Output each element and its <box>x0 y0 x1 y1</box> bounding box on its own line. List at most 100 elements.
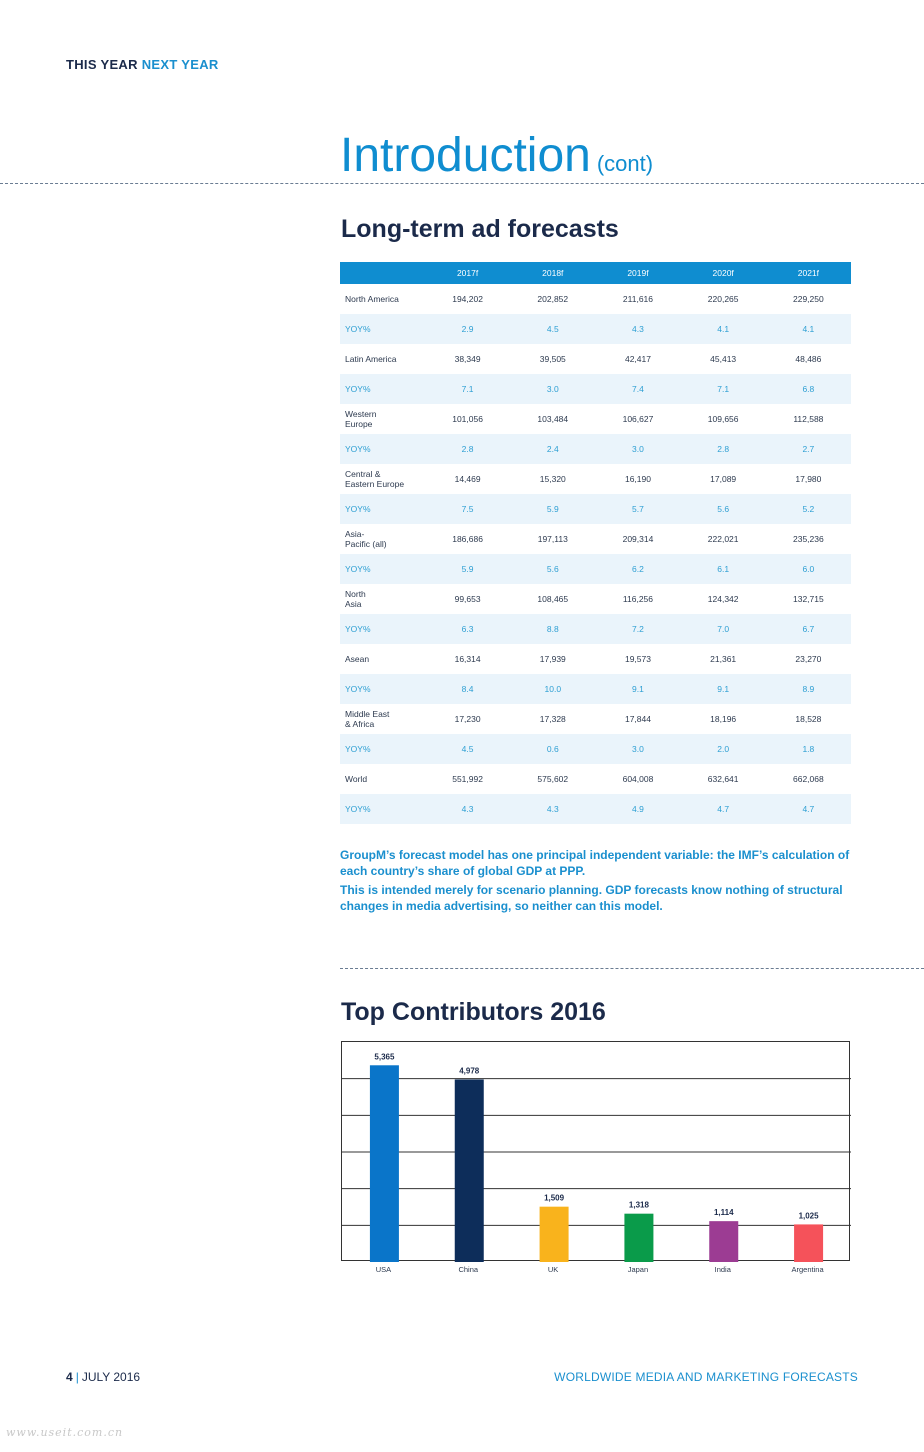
yoy-cell: 4.3 <box>510 794 596 824</box>
region-label-line: Eastern Europe <box>345 479 405 489</box>
table-row-yoy: YOY% 7.5 5.9 5.7 5.6 5.2 <box>340 494 851 524</box>
page-title-cont: (cont) <box>596 151 654 176</box>
yoy-cell: 6.8 <box>765 374 851 404</box>
region-label: Asean <box>340 644 425 674</box>
value-cell: 235,236 <box>793 534 824 544</box>
table-row-yoy: YOY% 6.3 8.8 7.2 7.0 6.7 <box>340 614 851 644</box>
value-cell: 575,602 <box>537 774 569 784</box>
yoy-cell: 7.2 <box>595 614 681 644</box>
yoy-cell: 9.1 <box>680 674 766 704</box>
value-cell: 16,190 <box>624 474 651 484</box>
table-row: World 551,992 575,602 604,008 632,641 662,068 <box>340 764 851 794</box>
table-row: Middle East & Africa 17,230 17,328 17,844 18,… <box>340 704 851 734</box>
yoy-cell: 4.5 <box>510 314 596 344</box>
region-label: Asia- Pacific (all) <box>340 524 425 554</box>
forecast-section-title: Long-term ad forecasts <box>341 215 619 243</box>
yoy-cell: 2.7 <box>765 434 851 464</box>
value-cell: 103,484 <box>537 414 569 424</box>
header-region <box>340 262 425 284</box>
value-cell: 220,265 <box>707 294 739 304</box>
value-cell: 17,939 <box>539 654 566 664</box>
region-label-line: Pacific (all) <box>345 539 387 549</box>
value-cell: 202,852 <box>537 294 569 304</box>
table-row-yoy: YOY% 5.9 5.6 6.2 6.1 6.0 <box>340 554 851 584</box>
forecast-header-row: 2017f 2018f 2019f 2020f 2021f <box>340 262 851 284</box>
header-year: 2018f <box>510 262 596 284</box>
yoy-label: YOY% <box>340 614 425 644</box>
yoy-cell: 2.8 <box>680 434 766 464</box>
table-row-yoy: YOY% 4.5 0.6 3.0 2.0 1.8 <box>340 734 851 764</box>
yoy-cell: 2.9 <box>425 314 511 344</box>
bar-value-label: 1,025 <box>799 1211 820 1220</box>
yoy-label: YOY% <box>340 794 425 824</box>
yoy-label: YOY% <box>340 554 425 584</box>
value-cell: 211,616 <box>622 294 654 304</box>
region-label-line: Western <box>345 409 377 419</box>
bar-value-label: 5,365 <box>374 1052 395 1061</box>
yoy-cell: 6.0 <box>765 554 851 584</box>
yoy-cell: 8.4 <box>425 674 511 704</box>
masthead-next-year: NEXT YEAR <box>141 57 219 72</box>
region-label: Central & Eastern Europe <box>340 464 425 494</box>
bar-usa <box>369 1065 399 1262</box>
masthead: THIS YEAR NEXT YEAR <box>66 57 219 72</box>
region-label-line: World <box>345 774 368 784</box>
x-tick-label: UK <box>547 1265 559 1274</box>
region-label: North Asia <box>340 584 425 614</box>
yoy-cell: 2.0 <box>680 734 766 764</box>
footer-page-info: 4 | JULY 2016 <box>66 1370 140 1384</box>
yoy-label: YOY% <box>340 674 425 704</box>
yoy-cell: 3.0 <box>595 734 681 764</box>
yoy-cell: 3.0 <box>595 434 681 464</box>
yoy-cell: 4.1 <box>765 314 851 344</box>
header-year: 2021f <box>765 262 851 284</box>
chart-x-labels: USA China UK Japan India Argentina <box>341 1265 850 1279</box>
yoy-cell: 6.1 <box>680 554 766 584</box>
x-tick-label: Argentina <box>791 1265 824 1274</box>
value-cell: 229,250 <box>793 294 824 304</box>
yoy-cell: 5.7 <box>595 494 681 524</box>
value-cell: 21,361 <box>710 654 737 664</box>
table-row: Central & Eastern Europe 14,469 15,320 16,19… <box>340 464 851 494</box>
page-title: Introduction (cont) <box>340 128 653 183</box>
yoy-label: YOY% <box>340 434 425 464</box>
yoy-cell: 6.2 <box>595 554 681 584</box>
yoy-cell: 4.3 <box>595 314 681 344</box>
value-cell: 186,686 <box>452 534 483 544</box>
yoy-cell: 4.7 <box>765 794 851 824</box>
yoy-cell: 4.7 <box>680 794 766 824</box>
header-year: 2019f <box>595 262 681 284</box>
table-row: North Asia 99,653 108,465 116,256 124,342 132,… <box>340 584 851 614</box>
forecast-body: North America 194,202 202,852 211,616 220,26… <box>340 284 851 824</box>
page-number: 4 <box>66 1370 73 1384</box>
yoy-cell: 4.3 <box>425 794 511 824</box>
bar-argentina <box>794 1224 824 1262</box>
value-cell: 108,465 <box>537 594 569 604</box>
note-model: GroupM’s forecast model has one principa… <box>340 848 850 878</box>
yoy-cell: 6.3 <box>425 614 511 644</box>
table-row-yoy: YOY% 8.4 10.0 9.1 9.1 8.9 <box>340 674 851 704</box>
yoy-cell: 7.5 <box>425 494 511 524</box>
footer-separator: | <box>75 1370 79 1384</box>
table-row: Latin America 38,349 39,505 42,417 45,413 48,… <box>340 344 851 374</box>
region-label-line: North <box>345 589 366 599</box>
header-year: 2017f <box>425 262 511 284</box>
x-tick-label: USA <box>375 1265 392 1274</box>
value-cell: 19,573 <box>624 654 651 664</box>
yoy-cell: 4.9 <box>595 794 681 824</box>
region-label-line: Asia <box>345 599 362 609</box>
yoy-cell: 0.6 <box>510 734 596 764</box>
masthead-this-year: THIS YEAR <box>66 57 138 72</box>
divider-middle <box>340 968 924 969</box>
yoy-cell: 2.4 <box>510 434 596 464</box>
region-label-line: Europe <box>345 419 373 429</box>
yoy-cell: 7.1 <box>425 374 511 404</box>
table-row: North America 194,202 202,852 211,616 220,26… <box>340 284 851 314</box>
value-cell: 109,656 <box>707 414 739 424</box>
value-cell: 112,588 <box>793 414 824 424</box>
yoy-cell: 4.1 <box>680 314 766 344</box>
table-row-yoy: YOY% 2.8 2.4 3.0 2.8 2.7 <box>340 434 851 464</box>
chart-title: Top Contributors 2016 <box>341 998 606 1026</box>
bar-india <box>709 1221 739 1262</box>
x-tick-label: Japan <box>627 1265 649 1274</box>
